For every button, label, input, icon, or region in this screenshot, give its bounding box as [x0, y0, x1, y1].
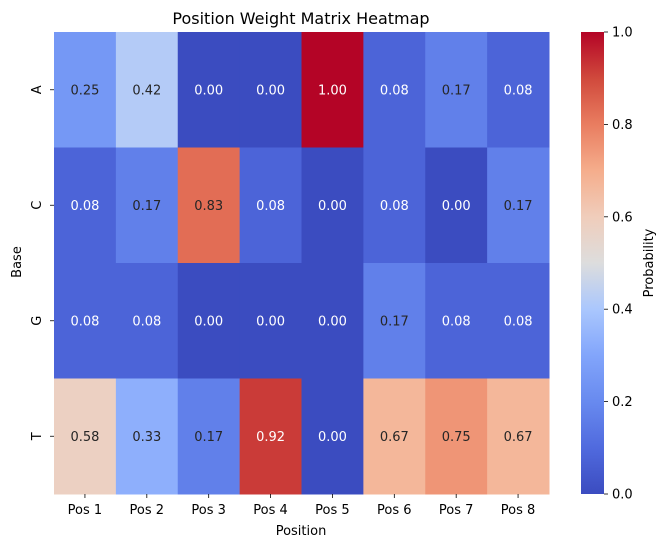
y-axis: A C G T — [30, 85, 54, 441]
cell-value-label: 0.75 — [442, 430, 471, 445]
heatmap-cell — [54, 32, 117, 148]
cell-value-label: 0.08 — [442, 314, 471, 329]
heatmap-cell — [487, 263, 550, 379]
x-tick-label: Pos 7 — [439, 503, 474, 518]
colorbar-tick-label: 1.0 — [612, 26, 633, 41]
colorbar-label: Probability — [642, 228, 657, 297]
y-axis-label: Base — [10, 246, 25, 278]
x-tick-label: Pos 4 — [253, 503, 288, 518]
y-tick-label: T — [30, 432, 45, 441]
colorbar-tick-label: 0.6 — [612, 210, 633, 225]
heatmap-cell — [363, 378, 426, 495]
y-tick-label: G — [30, 316, 45, 326]
cell-value-label: 0.00 — [442, 199, 471, 214]
heatmap-cell — [177, 378, 241, 495]
heatmap-cell — [115, 147, 179, 264]
heatmap-cell-labels: 0.25 0.42 0.00 0.00 1.00 0.08 0.17 0.08 0.08 0.17… — [70, 83, 532, 445]
cell-value-label: 0.33 — [132, 430, 161, 445]
heatmap-cells — [54, 32, 550, 495]
x-tick-label: Pos 3 — [191, 503, 226, 518]
cell-value-label: 0.17 — [380, 314, 409, 329]
cell-value-label: 0.08 — [70, 199, 99, 214]
cell-value-label: 0.00 — [194, 314, 223, 329]
colorbar-tick-label: 0.2 — [612, 395, 633, 410]
cell-value-label: 0.92 — [256, 430, 285, 445]
heatmap-cell — [301, 263, 364, 379]
heatmap-cell — [487, 32, 550, 148]
heatmap-cell — [301, 378, 364, 495]
x-tick-label: Pos 1 — [68, 503, 103, 518]
heatmap-cell — [487, 147, 550, 264]
heatmap-cell — [363, 263, 426, 379]
cell-value-label: 1.00 — [318, 83, 347, 98]
cell-value-label: 0.17 — [194, 430, 223, 445]
heatmap-cell — [54, 378, 117, 495]
heatmap-cell — [301, 32, 364, 148]
cell-value-label: 0.17 — [132, 199, 161, 214]
cell-value-label: 0.08 — [504, 314, 533, 329]
x-tick-label: Pos 6 — [377, 503, 412, 518]
heatmap-cell — [239, 147, 303, 264]
cell-value-label: 0.25 — [70, 83, 99, 98]
x-tick-label: Pos 8 — [501, 503, 536, 518]
cell-value-label: 0.42 — [132, 83, 161, 98]
heatmap-cell — [363, 32, 426, 148]
heatmap-cell — [177, 263, 241, 379]
heatmap-cell — [425, 147, 488, 264]
colorbar-tick-label: 0.8 — [612, 118, 633, 133]
heatmap-cell — [54, 263, 117, 379]
y-tick-label: A — [30, 85, 45, 94]
cell-value-label: 0.67 — [380, 430, 409, 445]
y-tick-label: C — [30, 201, 45, 210]
x-tick-label: Pos 5 — [315, 503, 350, 518]
x-tick-label: Pos 2 — [130, 503, 165, 518]
colorbar-tick-label: 0.4 — [612, 303, 633, 318]
heatmap-cell — [115, 378, 179, 495]
x-axis-label: Position — [276, 524, 327, 539]
heatmap-cell — [115, 32, 179, 148]
cell-value-label: 0.00 — [318, 314, 347, 329]
heatmap-cell — [239, 263, 303, 379]
cell-value-label: 0.00 — [194, 83, 223, 98]
heatmap-cell — [425, 263, 488, 379]
heatmap-cell — [363, 147, 426, 264]
cell-value-label: 0.08 — [504, 83, 533, 98]
cell-value-label: 0.67 — [504, 430, 533, 445]
colorbar-axis: 0.0 0.2 0.4 0.6 0.8 1.0 — [604, 26, 633, 503]
heatmap-cell — [487, 378, 550, 495]
colorbar-tick-label: 0.0 — [612, 488, 633, 503]
cell-value-label: 0.83 — [194, 199, 223, 214]
heatmap-cell — [425, 32, 488, 148]
cell-value-label: 0.58 — [70, 430, 99, 445]
chart-title: Position Weight Matrix Heatmap — [172, 9, 429, 28]
cell-value-label: 0.08 — [256, 199, 285, 214]
heatmap-cell — [239, 32, 303, 148]
cell-value-label: 0.00 — [318, 199, 347, 214]
cell-value-label: 0.17 — [504, 199, 533, 214]
cell-value-label: 0.00 — [318, 430, 347, 445]
colorbar — [581, 32, 604, 494]
x-axis: Pos 1 Pos 2 Pos 3 Pos 4 Pos 5 Pos 6 Pos 7 Pos 8 — [68, 494, 536, 518]
heatmap-cell — [177, 147, 241, 264]
cell-value-label: 0.08 — [132, 314, 161, 329]
heatmap-cell — [177, 32, 241, 148]
heatmap-cell — [239, 378, 303, 495]
cell-value-label: 0.00 — [256, 314, 285, 329]
cell-value-label: 0.00 — [256, 83, 285, 98]
heatmap-cell — [115, 263, 179, 379]
cell-value-label: 0.17 — [442, 83, 471, 98]
cell-value-label: 0.08 — [380, 83, 409, 98]
heatmap-cell — [301, 147, 364, 264]
heatmap-cell — [425, 378, 488, 495]
cell-value-label: 0.08 — [380, 199, 409, 214]
cell-value-label: 0.08 — [70, 314, 99, 329]
heatmap-cell — [54, 147, 117, 264]
